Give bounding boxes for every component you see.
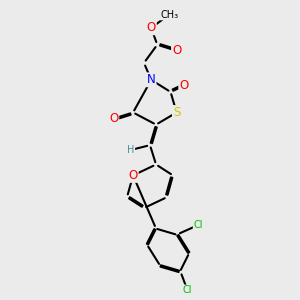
Text: Cl: Cl [194, 220, 203, 230]
Text: O: O [179, 80, 188, 92]
Text: N: N [147, 73, 156, 86]
Text: Cl: Cl [183, 285, 192, 295]
Text: O: O [172, 44, 181, 57]
Text: O: O [128, 169, 138, 182]
Text: H: H [127, 145, 134, 155]
Text: CH₃: CH₃ [160, 10, 178, 20]
Text: O: O [147, 21, 156, 34]
Text: S: S [173, 106, 180, 119]
Text: O: O [109, 112, 118, 125]
